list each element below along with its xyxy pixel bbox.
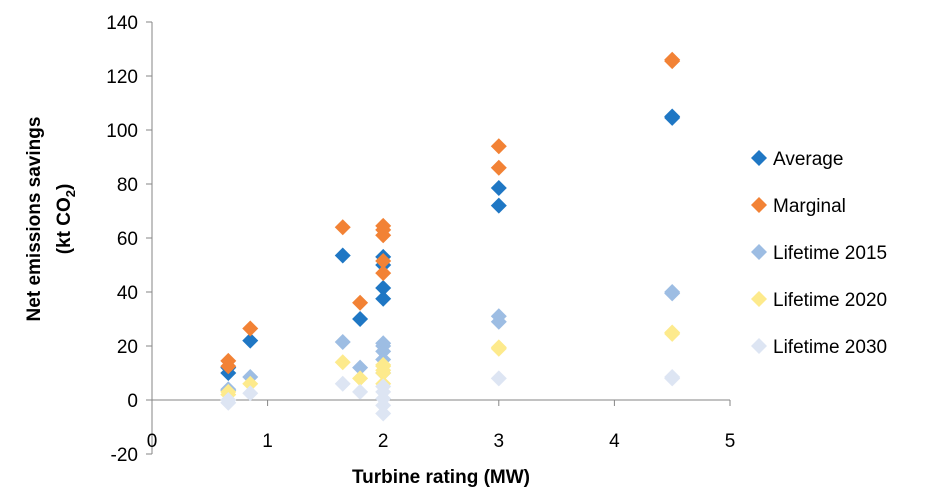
legend-label: Lifetime 2015 — [773, 243, 887, 264]
data-point — [375, 365, 392, 381]
data-point — [334, 375, 351, 392]
data-point — [490, 197, 507, 214]
data-point — [664, 53, 681, 70]
data-point — [375, 265, 392, 282]
data-point — [375, 343, 392, 360]
data-point — [375, 405, 392, 422]
data-point — [375, 227, 392, 244]
data-point — [334, 354, 351, 371]
data-point — [375, 279, 392, 296]
data-point — [242, 332, 259, 349]
series-average — [220, 108, 681, 381]
legend-label: Lifetime 2030 — [773, 337, 887, 358]
data-point — [352, 294, 369, 311]
data-point — [375, 290, 392, 307]
series-lifetime-2015 — [220, 284, 681, 399]
data-point — [664, 108, 681, 125]
data-point — [352, 311, 369, 327]
y-axis-title-line2-prefix: (kt CO — [54, 197, 75, 254]
legend-item: Lifetime 2015 — [751, 243, 887, 264]
legend-marker — [751, 338, 767, 354]
legend-marker — [751, 244, 767, 260]
x-tick-label: 3 — [494, 431, 505, 452]
x-tick-label: 1 — [262, 431, 273, 452]
y-axis-title-subscript: 2 — [63, 190, 78, 197]
y-tick-label: 40 — [117, 283, 138, 304]
data-point — [220, 352, 237, 369]
legend-item: Lifetime 2020 — [751, 290, 887, 311]
legend-label: Average — [773, 149, 843, 170]
legend-marker — [751, 150, 767, 166]
data-point — [352, 370, 369, 387]
legend: Average Marginal Lifetime 2015 Lifetime 202… — [751, 149, 887, 358]
y-tick-label: -20 — [111, 445, 138, 466]
y-tick-label: 60 — [117, 229, 138, 250]
series-lifetime-2020 — [220, 324, 681, 403]
legend-marker — [751, 291, 767, 307]
y-tick-label: 20 — [117, 337, 138, 358]
legend-marker — [751, 197, 767, 213]
data-point — [220, 394, 237, 411]
data-point — [664, 285, 681, 302]
legend-label: Lifetime 2020 — [773, 290, 887, 311]
data-point — [490, 370, 507, 387]
legend-item: Marginal — [751, 196, 846, 217]
data-markers — [220, 51, 681, 422]
y-axis-title-line1: Net emissions savings — [24, 117, 45, 322]
legend-label: Marginal — [773, 196, 846, 217]
y-tick-label: 120 — [106, 67, 138, 88]
data-point — [334, 219, 351, 236]
x-tick-label: 0 — [147, 431, 158, 452]
x-axis: 0 1 2 3 4 5 — [147, 399, 736, 452]
data-point — [490, 313, 507, 330]
data-point — [352, 359, 369, 376]
y-axis-title-line2: (kt CO2) — [54, 184, 78, 255]
legend-item: Lifetime 2030 — [751, 337, 887, 358]
data-point — [490, 180, 507, 197]
data-point — [242, 375, 259, 392]
y-tick-label: 100 — [106, 121, 138, 142]
data-point — [334, 333, 351, 350]
data-point — [375, 252, 392, 269]
series-marginal — [220, 51, 681, 375]
data-point — [490, 138, 507, 155]
data-point — [242, 320, 259, 337]
data-point — [664, 325, 681, 342]
data-point — [220, 383, 237, 400]
x-tick-label: 4 — [609, 431, 620, 452]
x-tick-label: 2 — [378, 431, 389, 452]
y-axis-title-line2-suffix: ) — [54, 184, 75, 190]
data-point — [490, 340, 507, 357]
data-point — [334, 247, 351, 264]
data-point — [352, 383, 369, 400]
series-lifetime-2030 — [220, 369, 681, 422]
y-tick-label: 140 — [106, 13, 138, 34]
data-point — [375, 397, 392, 414]
x-tick-label: 5 — [725, 431, 736, 452]
y-tick-label: 80 — [117, 175, 138, 196]
data-point — [664, 370, 681, 387]
y-axis: -20 0 20 40 60 80 100 120 140 — [106, 13, 153, 466]
x-axis-title: Turbine rating (MW) — [352, 467, 530, 488]
y-tick-label: 0 — [127, 391, 138, 412]
y-axis-title: Net emissions savings (kt CO2) — [24, 117, 78, 322]
legend-item: Average — [751, 149, 843, 170]
data-point — [490, 159, 507, 176]
data-point — [242, 385, 259, 402]
